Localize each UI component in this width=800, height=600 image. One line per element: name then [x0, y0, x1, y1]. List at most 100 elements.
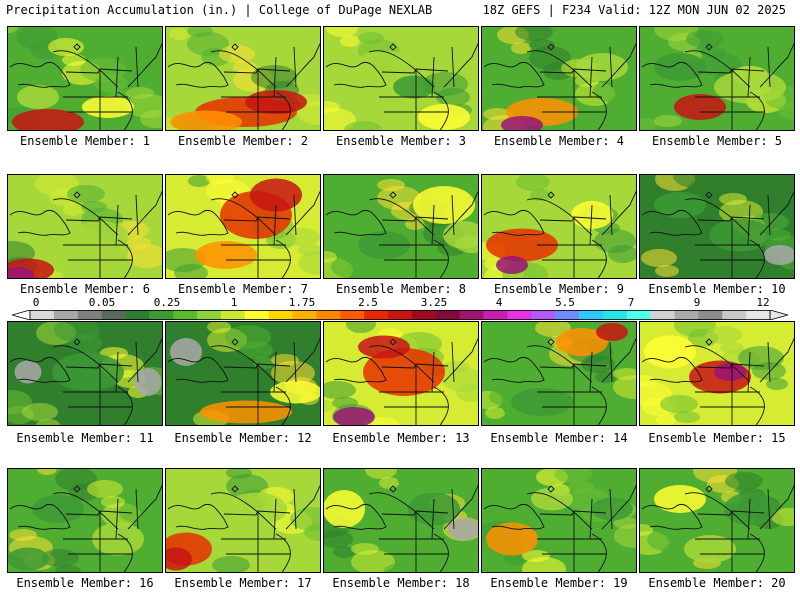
- colorbar-swatch: [220, 310, 246, 320]
- precip-map: [482, 469, 636, 572]
- precip-map: [640, 27, 794, 130]
- colorbar-tick-label: 1.75: [288, 296, 316, 309]
- colorbar-swatch: [125, 310, 150, 320]
- colorbar-tick-label: 0.05: [88, 296, 116, 309]
- ensemble-member-label: Ensemble Member: 20: [648, 576, 786, 590]
- precip-map: [324, 322, 478, 425]
- ensemble-member-label: Ensemble Member: 6: [19, 282, 151, 296]
- ensemble-map-panel: [481, 321, 637, 426]
- colorbar-swatch: [555, 310, 580, 320]
- ensemble-member-label: Ensemble Member: 1: [19, 134, 151, 148]
- ensemble-map-panel: [165, 174, 321, 279]
- colorbar-swatch: [340, 310, 365, 320]
- colorbar-swatch: [507, 310, 532, 320]
- colorbar-swatch: [459, 310, 485, 320]
- colorbar-swatch: [435, 310, 461, 320]
- ensemble-map-panel: [165, 468, 321, 573]
- ensemble-map-panel: [639, 174, 795, 279]
- precip-map: [640, 469, 794, 572]
- ensemble-member-label: Ensemble Member: 9: [493, 282, 625, 296]
- colorbar-tick-label: 1: [230, 296, 238, 309]
- colorbar-tick-label: 0: [32, 296, 40, 309]
- colorbar-swatch: [650, 310, 676, 320]
- colorbar-swatch: [698, 310, 723, 320]
- precip-map: [8, 175, 162, 278]
- ensemble-map-panel: [323, 26, 479, 131]
- precip-map: [166, 27, 320, 130]
- ensemble-member-label: Ensemble Member: 8: [335, 282, 467, 296]
- precip-map: [482, 322, 636, 425]
- ensemble-member-label: Ensemble Member: 14: [490, 431, 628, 445]
- colorbar-tick-label: 12: [756, 296, 770, 309]
- colorbar-swatch: [173, 310, 198, 320]
- precip-map: [640, 322, 794, 425]
- precip-map: [166, 175, 320, 278]
- ensemble-map-panel: [639, 468, 795, 573]
- ensemble-member-label: Ensemble Member: 13: [332, 431, 470, 445]
- precip-map: [482, 175, 636, 278]
- colorbar-swatch: [602, 310, 628, 320]
- ensemble-member-label: Ensemble Member: 4: [493, 134, 625, 148]
- ensemble-map-panel: [7, 26, 163, 131]
- ensemble-map-panel: [165, 26, 321, 131]
- precip-map: [8, 469, 162, 572]
- colorbar-min-arrow: [12, 310, 31, 320]
- ensemble-member-label: Ensemble Member: 18: [332, 576, 470, 590]
- precip-map: [166, 322, 320, 425]
- ensemble-member-label: Ensemble Member: 11: [16, 431, 154, 445]
- colorbar-swatch: [268, 310, 294, 320]
- colorbar-swatch: [579, 310, 604, 320]
- colorbar-tick-label: 2.5: [358, 296, 378, 309]
- colorbar-tick-label: 4: [495, 296, 503, 309]
- colorbar-swatch: [53, 310, 79, 320]
- colorbar-swatch: [364, 310, 389, 320]
- ensemble-member-label: Ensemble Member: 17: [174, 576, 312, 590]
- page-title: Precipitation Accumulation (in.) | Colle…: [6, 3, 433, 17]
- precip-map: [324, 27, 478, 130]
- ensemble-member-label: Ensemble Member: 16: [16, 576, 154, 590]
- ensemble-member-label: Ensemble Member: 5: [651, 134, 783, 148]
- colorbar-swatch: [316, 310, 341, 320]
- colorbar-tick-label: 9: [693, 296, 701, 309]
- precip-map: [324, 469, 478, 572]
- colorbar-swatch: [292, 310, 317, 320]
- colorbar-swatch: [483, 310, 508, 320]
- colorbar-swatch: [388, 310, 413, 320]
- precip-map: [324, 175, 478, 278]
- ensemble-map-panel: [323, 468, 479, 573]
- ensemble-map-panel: [481, 468, 637, 573]
- ensemble-map-panel: [165, 321, 321, 426]
- colorbar-swatch: [626, 310, 652, 320]
- colorbar-swatch: [77, 310, 103, 320]
- colorbar-swatch: [531, 310, 556, 320]
- precip-map: [640, 175, 794, 278]
- colorbar-tick-label: 3.25: [420, 296, 448, 309]
- colorbar-swatch: [722, 310, 747, 320]
- ensemble-member-label: Ensemble Member: 7: [177, 282, 309, 296]
- colorbar-swatch: [149, 310, 174, 320]
- ensemble-member-label: Ensemble Member: 10: [648, 282, 786, 296]
- ensemble-member-label: Ensemble Member: 15: [648, 431, 786, 445]
- ensemble-member-label: Ensemble Member: 19: [490, 576, 628, 590]
- colorbar-swatch: [30, 310, 55, 320]
- ensemble-map-panel: [639, 321, 795, 426]
- colorbar-swatch: [101, 310, 126, 320]
- model-run-info: 18Z GEFS | F234 Valid: 12Z MON JUN 02 20…: [482, 3, 786, 17]
- colorbar-swatch: [674, 310, 699, 320]
- colorbar-swatch: [411, 310, 437, 320]
- colorbar-tick-label: 7: [627, 296, 635, 309]
- colorbar-swatch: [244, 310, 270, 320]
- ensemble-map-panel: [7, 321, 163, 426]
- ensemble-map-panel: [481, 26, 637, 131]
- ensemble-member-label: Ensemble Member: 12: [174, 431, 312, 445]
- ensemble-member-label: Ensemble Member: 2: [177, 134, 309, 148]
- colorbar-max-arrow: [769, 310, 788, 320]
- ensemble-map-panel: [639, 26, 795, 131]
- ensemble-member-label: Ensemble Member: 3: [335, 134, 467, 148]
- precip-map: [8, 322, 162, 425]
- precip-map: [166, 469, 320, 572]
- ensemble-map-panel: [7, 174, 163, 279]
- colorbar-swatch: [746, 310, 771, 320]
- ensemble-map-panel: [481, 174, 637, 279]
- ensemble-map-panel: [323, 321, 479, 426]
